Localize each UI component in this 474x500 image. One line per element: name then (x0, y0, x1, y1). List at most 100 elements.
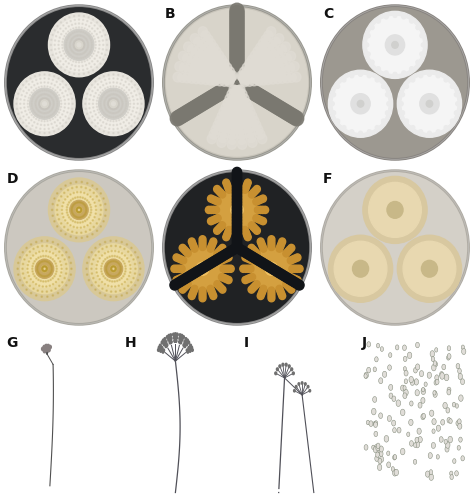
Circle shape (114, 260, 115, 262)
Circle shape (191, 58, 201, 68)
Circle shape (74, 32, 75, 33)
Circle shape (113, 102, 114, 103)
Circle shape (200, 94, 214, 108)
Circle shape (198, 262, 204, 268)
Circle shape (33, 248, 34, 250)
Circle shape (46, 266, 47, 268)
Circle shape (281, 260, 288, 267)
Circle shape (102, 288, 103, 290)
Circle shape (44, 102, 45, 103)
Circle shape (201, 265, 208, 272)
Circle shape (37, 83, 38, 84)
Circle shape (419, 74, 423, 78)
Circle shape (411, 78, 415, 82)
Circle shape (255, 265, 261, 272)
Circle shape (68, 103, 69, 104)
Circle shape (42, 267, 43, 268)
Circle shape (428, 131, 431, 136)
Circle shape (66, 40, 67, 41)
Circle shape (58, 112, 60, 113)
Circle shape (103, 30, 104, 31)
Circle shape (254, 125, 263, 135)
Circle shape (278, 255, 284, 262)
Circle shape (182, 104, 196, 118)
Circle shape (193, 272, 200, 279)
Circle shape (304, 383, 306, 385)
Circle shape (230, 65, 244, 80)
Circle shape (33, 90, 34, 91)
Circle shape (79, 39, 80, 40)
Circle shape (114, 102, 115, 104)
Circle shape (109, 274, 110, 276)
Circle shape (239, 193, 246, 200)
Circle shape (75, 40, 76, 41)
Circle shape (257, 265, 264, 272)
Circle shape (228, 220, 235, 226)
Circle shape (109, 128, 110, 130)
Circle shape (286, 246, 293, 254)
Circle shape (110, 268, 111, 270)
Circle shape (421, 260, 438, 277)
Circle shape (225, 265, 232, 272)
Circle shape (207, 245, 214, 252)
Circle shape (27, 100, 28, 102)
Circle shape (284, 248, 292, 255)
Circle shape (248, 212, 255, 220)
Circle shape (252, 120, 261, 130)
Circle shape (116, 112, 117, 114)
Circle shape (217, 62, 226, 71)
Circle shape (389, 384, 393, 390)
Circle shape (426, 100, 433, 107)
Circle shape (78, 202, 79, 203)
Circle shape (196, 96, 210, 110)
Circle shape (185, 271, 194, 281)
Circle shape (42, 94, 44, 95)
Circle shape (60, 97, 61, 98)
Circle shape (93, 226, 94, 228)
Circle shape (51, 83, 52, 84)
Circle shape (116, 108, 117, 109)
Circle shape (279, 265, 286, 272)
Circle shape (255, 260, 262, 267)
Circle shape (113, 132, 114, 134)
Circle shape (232, 200, 242, 210)
Circle shape (114, 266, 115, 267)
Circle shape (80, 227, 82, 228)
Circle shape (436, 425, 440, 432)
Circle shape (46, 90, 47, 91)
Circle shape (29, 285, 30, 286)
Circle shape (175, 62, 184, 72)
Circle shape (203, 34, 213, 44)
Circle shape (105, 215, 106, 216)
Circle shape (132, 96, 133, 97)
Circle shape (31, 101, 32, 102)
Circle shape (123, 260, 124, 262)
Circle shape (38, 272, 39, 274)
Circle shape (22, 273, 24, 274)
Circle shape (77, 39, 78, 40)
Circle shape (207, 59, 216, 69)
Circle shape (194, 252, 201, 259)
Circle shape (117, 107, 118, 108)
Circle shape (97, 117, 98, 118)
Circle shape (62, 44, 63, 46)
Circle shape (32, 271, 33, 272)
Circle shape (379, 451, 383, 456)
Circle shape (37, 246, 38, 248)
Circle shape (294, 265, 301, 272)
Circle shape (219, 212, 226, 220)
Circle shape (229, 244, 239, 254)
Circle shape (116, 94, 117, 96)
Circle shape (184, 250, 191, 257)
Circle shape (246, 256, 253, 263)
Circle shape (129, 106, 130, 108)
Circle shape (237, 140, 247, 149)
Circle shape (42, 108, 43, 110)
Circle shape (278, 240, 285, 248)
Circle shape (118, 104, 119, 106)
Circle shape (121, 252, 123, 254)
Circle shape (269, 60, 279, 70)
Circle shape (429, 474, 434, 480)
Circle shape (232, 228, 242, 237)
Circle shape (97, 84, 99, 85)
